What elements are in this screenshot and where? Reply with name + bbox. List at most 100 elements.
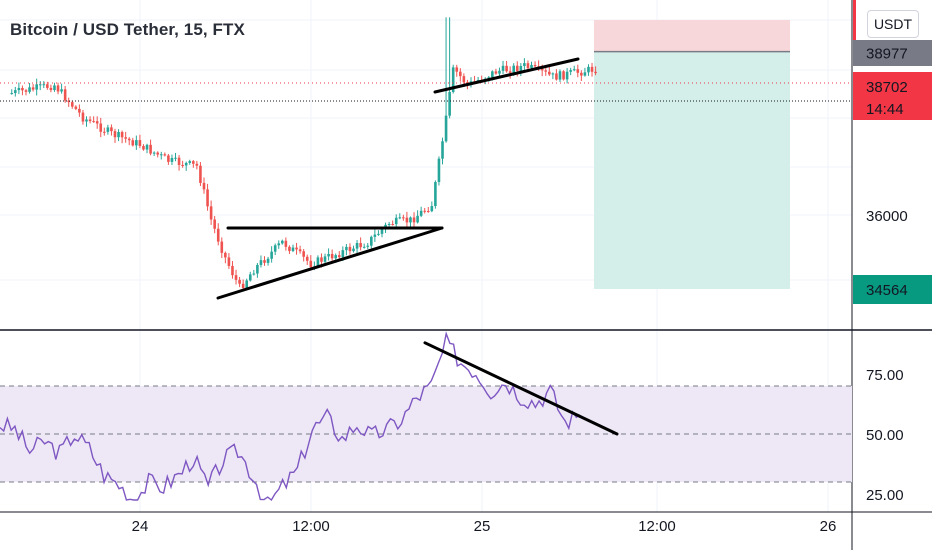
candle-body bbox=[391, 223, 394, 225]
candle-body bbox=[49, 87, 53, 91]
candle-body bbox=[533, 64, 537, 67]
candle-body bbox=[587, 66, 590, 73]
candle-body bbox=[316, 257, 320, 267]
candle-body bbox=[394, 217, 398, 225]
candle-body bbox=[341, 250, 345, 258]
candle-body bbox=[594, 71, 597, 74]
target-price-tag: 34564 bbox=[866, 282, 908, 299]
candle-body bbox=[405, 217, 409, 223]
time-label: 25 bbox=[474, 518, 491, 535]
candle-body bbox=[206, 189, 209, 207]
candle-body bbox=[416, 215, 419, 223]
candle-body bbox=[323, 256, 327, 262]
candle-body bbox=[238, 279, 241, 284]
candle-body bbox=[202, 182, 206, 190]
candle-body bbox=[174, 157, 177, 159]
candle-body bbox=[572, 69, 576, 71]
candle-body bbox=[159, 154, 163, 156]
candle-body bbox=[320, 257, 323, 262]
candle-body bbox=[10, 93, 14, 95]
candle-body bbox=[95, 121, 99, 124]
candle-body bbox=[295, 247, 298, 250]
currency-button[interactable]: USDT bbox=[867, 10, 919, 38]
candle-body bbox=[149, 144, 152, 154]
candle-body bbox=[113, 131, 117, 138]
candle-body bbox=[110, 127, 113, 132]
candle-body bbox=[81, 112, 85, 122]
candle-body bbox=[78, 108, 81, 113]
candle-body bbox=[142, 145, 145, 150]
candle-body bbox=[423, 210, 427, 212]
candle-body bbox=[352, 248, 355, 252]
candle-body bbox=[209, 206, 213, 220]
candle-body bbox=[277, 243, 281, 246]
rsi-label: 25.00 bbox=[866, 487, 904, 504]
candle-body bbox=[85, 119, 88, 122]
candle-body bbox=[17, 87, 21, 91]
candle-body bbox=[291, 247, 295, 251]
candle-body bbox=[366, 245, 370, 247]
time-label: 12:00 bbox=[292, 518, 330, 535]
candle-body bbox=[124, 137, 127, 139]
candle-body bbox=[131, 140, 135, 146]
wedge-upper bbox=[433, 57, 580, 94]
candle-body bbox=[437, 158, 441, 183]
candle-body bbox=[555, 73, 558, 80]
candle-body bbox=[377, 233, 380, 235]
candle-body bbox=[501, 65, 505, 71]
candle-body bbox=[220, 241, 224, 253]
candle-body bbox=[24, 90, 28, 92]
stop-price-tag-bg bbox=[853, 40, 932, 66]
candle-body bbox=[21, 87, 24, 91]
candle-body bbox=[309, 260, 313, 268]
candle-body bbox=[188, 161, 192, 163]
rsi-line bbox=[0, 331, 581, 502]
chart-title: Bitcoin / USD Tether, 15, FTX bbox=[10, 20, 245, 39]
candle-body bbox=[245, 280, 249, 289]
time-label: 24 bbox=[132, 518, 149, 535]
candle-body bbox=[56, 85, 60, 92]
candle-body bbox=[430, 206, 434, 212]
candle-body bbox=[448, 92, 451, 116]
candle-body bbox=[491, 71, 494, 78]
candles bbox=[10, 17, 597, 291]
candle-body bbox=[227, 257, 231, 266]
position-zones bbox=[594, 20, 790, 290]
candle-body bbox=[106, 127, 110, 132]
candle-body bbox=[99, 123, 103, 132]
candle-body bbox=[199, 165, 202, 183]
candle-body bbox=[359, 243, 362, 248]
candle-body bbox=[305, 256, 309, 261]
time-label: 12:00 bbox=[638, 518, 676, 535]
candle-body bbox=[487, 77, 491, 79]
last-price-tag-bg bbox=[853, 72, 932, 120]
candle-body bbox=[63, 89, 67, 101]
candle-body bbox=[167, 155, 170, 162]
candle-body bbox=[177, 157, 181, 165]
rsi-label: 75.00 bbox=[866, 367, 904, 384]
candle-body bbox=[334, 255, 338, 259]
rsi-pane bbox=[0, 331, 852, 502]
candle-body bbox=[426, 210, 430, 212]
stop-price-tag: 38977 bbox=[866, 46, 908, 63]
candle-body bbox=[302, 251, 305, 257]
candle-body bbox=[53, 85, 56, 91]
candle-body bbox=[505, 65, 508, 72]
candle-body bbox=[284, 240, 288, 247]
candle-body bbox=[195, 163, 199, 166]
candle-body bbox=[135, 140, 138, 146]
candle-body bbox=[558, 71, 562, 80]
candle-body bbox=[370, 236, 373, 246]
candle-body bbox=[562, 71, 565, 80]
candle-body bbox=[281, 240, 284, 244]
price-label-36000: 36000 bbox=[866, 208, 908, 225]
candle-body bbox=[494, 71, 498, 74]
candle-body bbox=[380, 229, 384, 234]
target-zone bbox=[594, 51, 790, 290]
candle-body bbox=[512, 65, 516, 74]
candle-body bbox=[184, 162, 188, 166]
candle-body bbox=[234, 275, 238, 280]
candle-body bbox=[544, 70, 548, 72]
stop-zone bbox=[594, 20, 790, 52]
